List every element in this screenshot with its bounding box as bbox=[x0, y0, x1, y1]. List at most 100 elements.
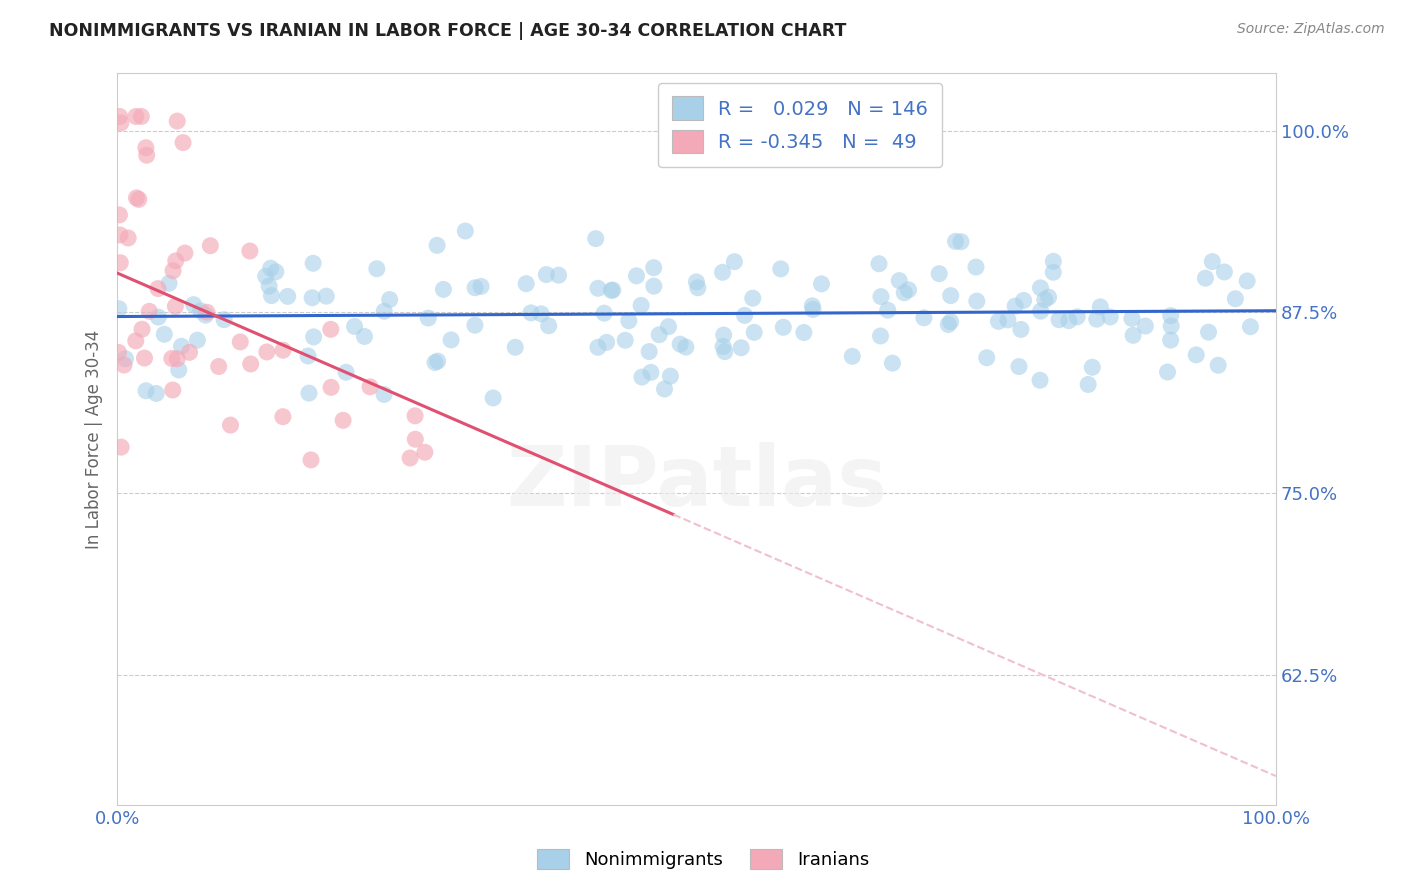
Point bbox=[600, 284, 623, 298]
Point bbox=[810, 277, 832, 291]
Point bbox=[464, 318, 486, 333]
Point bbox=[271, 343, 294, 358]
Point bbox=[359, 380, 381, 394]
Point bbox=[135, 141, 157, 155]
Point bbox=[742, 326, 765, 340]
Point bbox=[162, 264, 184, 278]
Point bbox=[949, 235, 972, 249]
Point bbox=[1121, 311, 1143, 326]
Point bbox=[131, 322, 153, 336]
Point bbox=[987, 314, 1010, 328]
Point bbox=[713, 344, 735, 359]
Point bbox=[183, 298, 205, 312]
Point bbox=[117, 231, 139, 245]
Point bbox=[1213, 265, 1236, 279]
Point bbox=[157, 277, 180, 291]
Y-axis label: In Labor Force | Age 30-34: In Labor Force | Age 30-34 bbox=[86, 329, 103, 549]
Point bbox=[1099, 310, 1122, 324]
Point bbox=[1206, 358, 1229, 372]
Point bbox=[640, 365, 662, 379]
Point bbox=[172, 136, 194, 150]
Point bbox=[470, 279, 492, 293]
Point bbox=[520, 306, 543, 320]
Point bbox=[793, 326, 815, 340]
Point bbox=[277, 289, 299, 303]
Point bbox=[966, 294, 988, 309]
Point bbox=[1156, 365, 1178, 379]
Point bbox=[108, 227, 131, 242]
Point bbox=[239, 357, 262, 371]
Point bbox=[298, 386, 321, 401]
Point bbox=[669, 337, 692, 351]
Point bbox=[1236, 274, 1258, 288]
Point bbox=[1185, 348, 1208, 362]
Point bbox=[260, 261, 283, 276]
Point bbox=[686, 281, 709, 295]
Point bbox=[1194, 271, 1216, 285]
Point bbox=[134, 351, 156, 365]
Point bbox=[659, 369, 682, 384]
Point bbox=[190, 303, 212, 318]
Point bbox=[1012, 293, 1035, 308]
Point bbox=[965, 260, 987, 274]
Point bbox=[145, 386, 167, 401]
Point bbox=[675, 340, 697, 354]
Point bbox=[208, 359, 231, 374]
Point bbox=[107, 345, 129, 359]
Point bbox=[654, 382, 676, 396]
Point bbox=[114, 351, 136, 366]
Point bbox=[638, 344, 661, 359]
Point bbox=[711, 265, 734, 279]
Point bbox=[315, 289, 337, 303]
Point bbox=[876, 303, 898, 318]
Point bbox=[614, 333, 637, 347]
Point bbox=[841, 349, 863, 363]
Point bbox=[229, 334, 252, 349]
Point bbox=[271, 409, 294, 424]
Point bbox=[730, 341, 752, 355]
Point bbox=[1042, 254, 1064, 268]
Point bbox=[108, 208, 131, 222]
Point bbox=[547, 268, 569, 283]
Point bbox=[1029, 304, 1052, 318]
Point bbox=[997, 313, 1019, 327]
Point bbox=[530, 307, 553, 321]
Point bbox=[366, 261, 388, 276]
Point bbox=[503, 340, 526, 354]
Point bbox=[1029, 373, 1052, 387]
Point bbox=[1010, 322, 1032, 336]
Point bbox=[260, 288, 283, 302]
Point bbox=[685, 275, 707, 289]
Point bbox=[166, 351, 188, 366]
Point bbox=[711, 339, 734, 353]
Point bbox=[373, 387, 395, 401]
Point bbox=[801, 302, 824, 317]
Point bbox=[186, 333, 208, 347]
Point bbox=[418, 311, 440, 326]
Point bbox=[108, 301, 131, 316]
Point bbox=[108, 110, 131, 124]
Point bbox=[648, 327, 671, 342]
Point bbox=[138, 304, 160, 318]
Point bbox=[167, 363, 190, 377]
Point bbox=[1160, 318, 1182, 333]
Point bbox=[630, 298, 652, 312]
Point bbox=[146, 282, 169, 296]
Point bbox=[166, 114, 188, 128]
Point bbox=[617, 314, 640, 328]
Point bbox=[1160, 333, 1182, 347]
Point bbox=[723, 254, 745, 268]
Point bbox=[631, 370, 654, 384]
Point bbox=[893, 285, 915, 300]
Point bbox=[432, 282, 454, 296]
Point bbox=[536, 268, 558, 282]
Point bbox=[131, 110, 153, 124]
Point bbox=[643, 260, 665, 275]
Point bbox=[537, 318, 560, 333]
Point bbox=[404, 409, 426, 423]
Point bbox=[882, 356, 904, 370]
Point bbox=[200, 238, 222, 252]
Point bbox=[413, 445, 436, 459]
Point bbox=[378, 293, 401, 307]
Text: Source: ZipAtlas.com: Source: ZipAtlas.com bbox=[1237, 22, 1385, 37]
